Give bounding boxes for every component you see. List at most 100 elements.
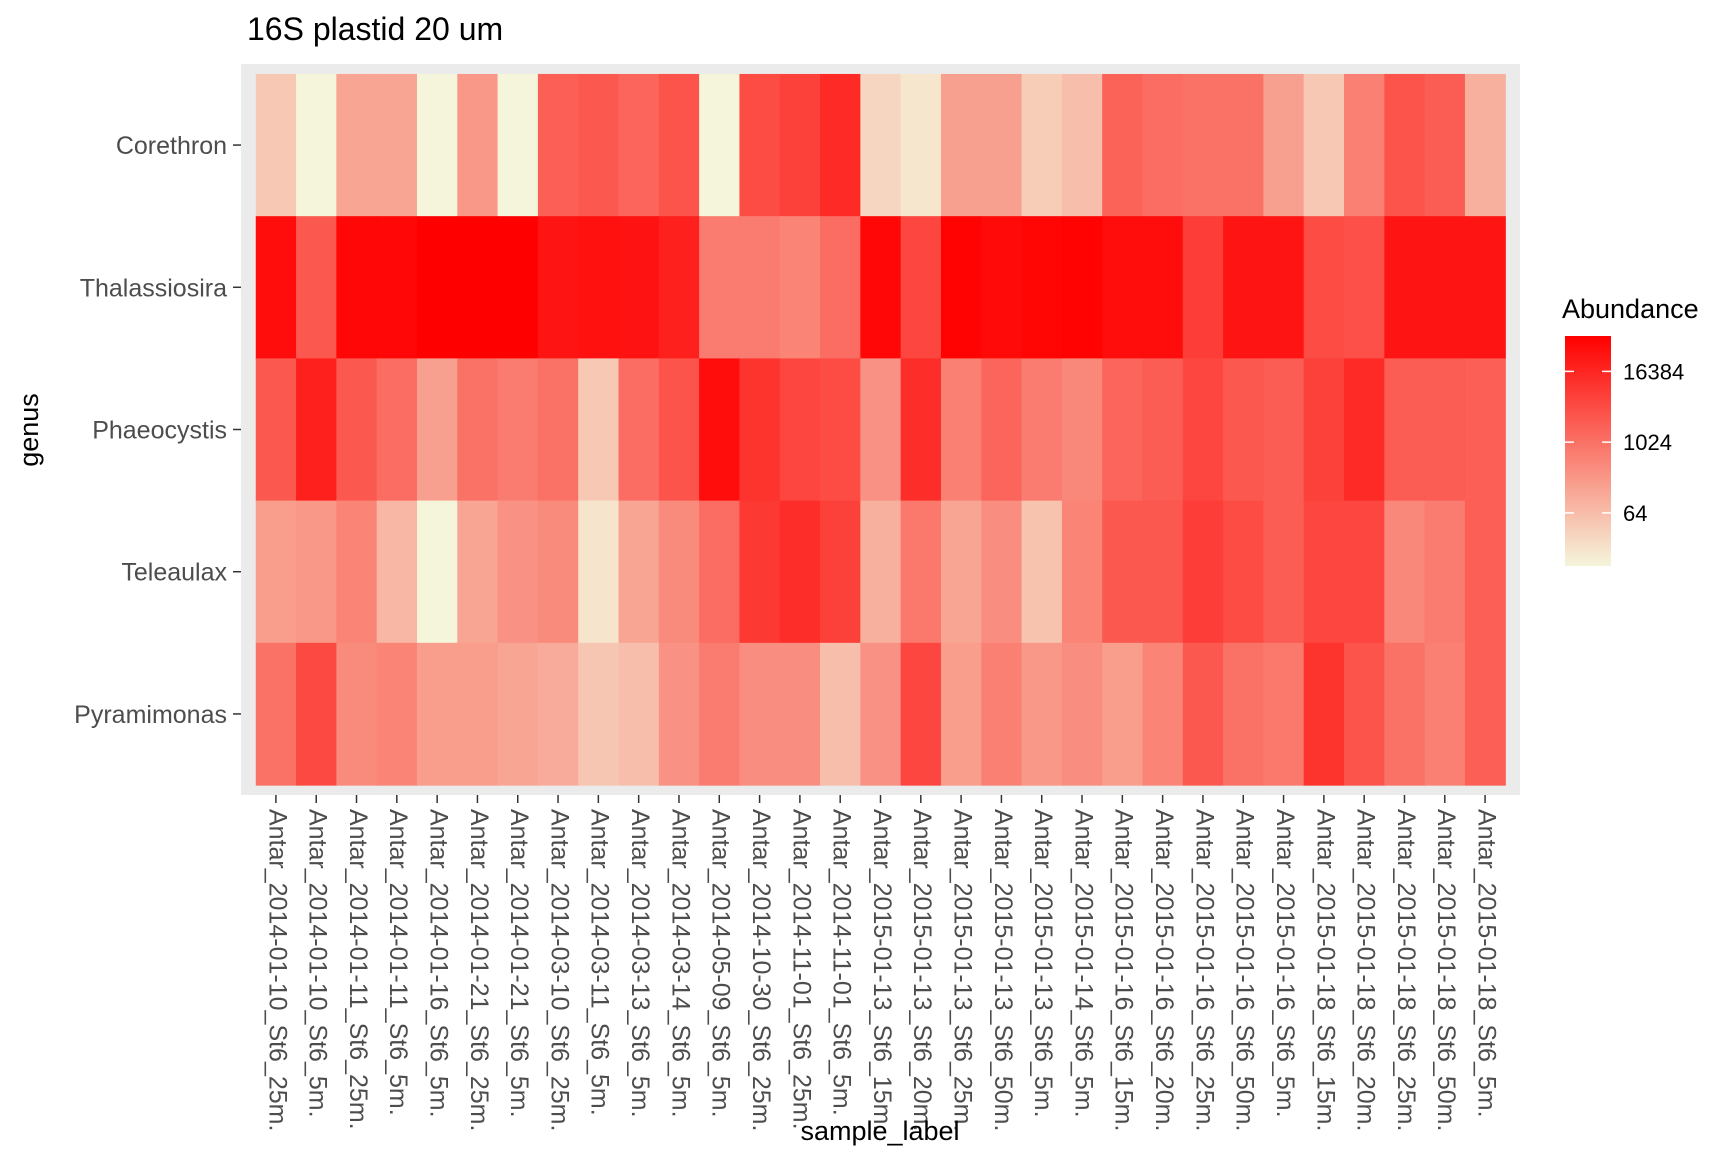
heatmap-cell	[618, 500, 660, 644]
y-axis-title: genus	[14, 393, 44, 467]
x-tick-label: Antar_2014-01-10_St6_25m.	[263, 809, 291, 1131]
heatmap-cell	[296, 216, 337, 359]
heatmap-cell	[860, 216, 902, 359]
heatmap-cell	[497, 500, 539, 644]
x-tick-label: Antar_2015-01-18_St6_5m.	[1472, 809, 1500, 1118]
chart-title: 16S plastid 20 um	[247, 11, 503, 47]
y-tick-label: Thalassiosira	[80, 274, 227, 302]
heatmap-cell	[618, 358, 660, 502]
heatmap-cell	[1061, 358, 1103, 502]
heatmap-cell	[497, 358, 539, 502]
heatmap-cell	[820, 73, 861, 217]
heatmap-cell	[900, 642, 942, 786]
legend-tick-label: 64	[1623, 501, 1647, 526]
heatmap-cell	[1182, 642, 1224, 786]
heatmap-cell	[1344, 216, 1385, 359]
heatmap-cell	[416, 500, 458, 644]
heatmap-cell	[820, 642, 861, 786]
heatmap-cell	[578, 73, 620, 217]
heatmap-cell	[1061, 73, 1103, 217]
heatmap-cell	[1384, 500, 1426, 644]
heatmap-cell	[416, 216, 458, 359]
heatmap-cell	[1142, 500, 1184, 644]
heatmap-cell	[1263, 358, 1305, 502]
heatmap-cell	[1424, 642, 1466, 786]
heatmap-cell	[457, 216, 499, 359]
x-axis-title: sample_label	[800, 1116, 959, 1146]
heatmap-cell	[1464, 642, 1506, 786]
heatmap-cell	[497, 73, 539, 217]
heatmap-cells	[255, 73, 1506, 786]
legend-tick-label: 1024	[1623, 430, 1672, 455]
heatmap-cell	[1021, 73, 1063, 217]
x-tick-label: Antar_2014-03-14_St6_5m.	[666, 809, 694, 1118]
heatmap-cell	[699, 358, 741, 502]
heatmap-cell	[1344, 73, 1385, 217]
heatmap-cell	[820, 358, 861, 502]
heatmap-cell	[1303, 216, 1345, 359]
x-tick-label: Antar_2014-01-21_St6_5m.	[505, 809, 533, 1118]
heatmap-cell	[1102, 358, 1144, 502]
x-tick-label: Antar_2014-03-11_St6_5m.	[586, 809, 614, 1116]
heatmap-cell	[537, 73, 579, 217]
heatmap-cell	[1182, 216, 1224, 359]
heatmap-cell	[255, 216, 297, 359]
heatmap-cell	[1303, 500, 1345, 644]
heatmap-cell	[1021, 642, 1063, 786]
heatmap-cell	[1182, 358, 1224, 502]
heatmap-cell	[1142, 358, 1184, 502]
heatmap-cell	[739, 358, 781, 502]
heatmap-cell	[739, 216, 781, 359]
heatmap-cell	[1424, 73, 1466, 217]
heatmap-cell	[1464, 73, 1506, 217]
heatmap-cell	[578, 500, 620, 644]
heatmap-cell	[658, 500, 700, 644]
x-tick-label: Antar_2015-01-13_St6_15m.	[868, 809, 896, 1131]
x-tick-label: Antar_2015-01-18_St6_15m.	[1311, 809, 1339, 1131]
heatmap-cell	[336, 642, 378, 786]
heatmap-cell	[578, 642, 620, 786]
x-tick-label: Antar_2015-01-16_St6_50m.	[1231, 809, 1259, 1131]
heatmap-cell	[1061, 642, 1103, 786]
heatmap-cell	[1424, 358, 1466, 502]
x-tick-label: Antar_2015-01-16_St6_20m.	[1150, 809, 1178, 1131]
legend-tick-label: 16384	[1623, 359, 1684, 384]
heatmap-cell	[1303, 642, 1345, 786]
heatmap-cell	[981, 642, 1023, 786]
heatmap-cell	[376, 358, 418, 502]
heatmap-cell	[1102, 500, 1144, 644]
heatmap-cell	[1464, 216, 1506, 359]
x-tick-label: Antar_2015-01-13_St6_20m.	[908, 809, 936, 1131]
heatmap-cell	[1223, 216, 1265, 359]
heatmap-cell	[1263, 73, 1305, 217]
x-tick-label: Antar_2014-10-30_St6_25m.	[747, 809, 775, 1131]
y-tick-label: Teleaulax	[121, 559, 227, 587]
heatmap-cell	[1061, 216, 1103, 359]
heatmap-cell	[1344, 358, 1385, 502]
heatmap-cell	[981, 73, 1023, 217]
heatmap-cell	[416, 358, 458, 502]
heatmap-cell	[1061, 500, 1103, 644]
heatmap-cell	[1223, 73, 1265, 217]
heatmap-cell	[1102, 73, 1144, 217]
y-axis-ticks: Corethron Thalassiosira Phaeocystis Teleaul…	[74, 132, 241, 729]
heatmap-cell	[537, 358, 579, 502]
heatmap-cell	[779, 73, 821, 217]
heatmap-cell	[1344, 500, 1385, 644]
x-tick-label: Antar_2014-05-09_St6_5m.	[707, 809, 735, 1118]
heatmap-cell	[1263, 642, 1305, 786]
y-tick-label: Corethron	[116, 132, 227, 160]
legend-title: Abundance	[1562, 294, 1699, 324]
heatmap-cell	[376, 73, 418, 217]
x-tick-label: Antar_2015-01-13_St6_25m.	[949, 809, 977, 1131]
heatmap-cell	[1223, 358, 1265, 502]
heatmap-cell	[1223, 642, 1265, 786]
heatmap-cell	[1384, 642, 1426, 786]
heatmap-cell	[860, 73, 902, 217]
heatmap-cell	[376, 500, 418, 644]
heatmap-cell	[1424, 216, 1466, 359]
heatmap-cell	[860, 500, 902, 644]
legend-colorbar	[1565, 336, 1611, 566]
legend-ticks: 64 1024 16384	[1565, 359, 1684, 526]
